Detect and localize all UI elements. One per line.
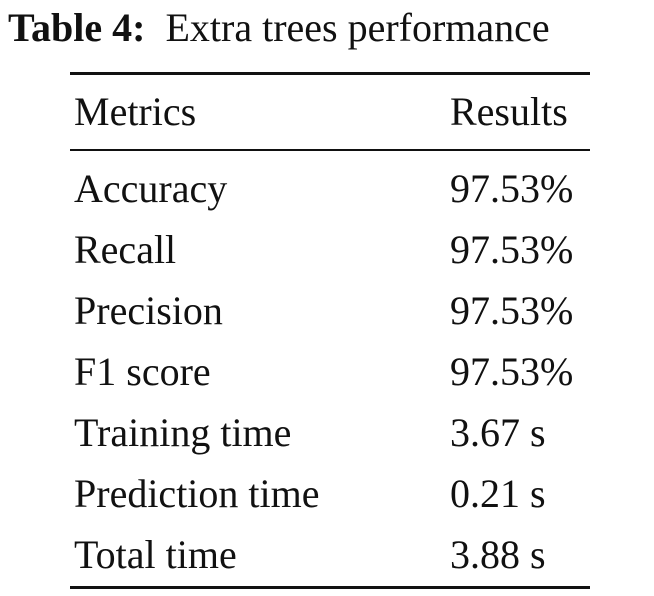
row-result: 3.67 s — [450, 410, 546, 455]
table-header-rule — [70, 149, 590, 151]
row-result: 0.21 s — [450, 471, 546, 516]
row-metric: Training time — [74, 410, 292, 455]
row-metric: Prediction time — [74, 471, 320, 516]
row-result: 3.88 s — [450, 532, 546, 577]
row-metric: F1 score — [74, 349, 211, 394]
row-result: 97.53% — [450, 288, 574, 333]
row-result: 97.53% — [450, 349, 574, 394]
row-metric: Recall — [74, 227, 177, 272]
table-caption-text: Extra trees performance — [165, 5, 550, 50]
column-header-results: Results — [450, 89, 568, 134]
table-bottom-rule — [70, 586, 590, 589]
row-result: 97.53% — [450, 166, 574, 211]
row-metric: Accuracy — [74, 166, 228, 211]
table-caption-label: Table 4: — [8, 5, 146, 50]
table-top-rule — [70, 72, 590, 75]
column-header-metrics: Metrics — [74, 89, 197, 134]
row-metric: Precision — [74, 288, 223, 333]
row-result: 97.53% — [450, 227, 574, 272]
table-caption: Table 4: Extra trees performance — [8, 4, 550, 52]
row-metric: Total time — [74, 532, 237, 577]
